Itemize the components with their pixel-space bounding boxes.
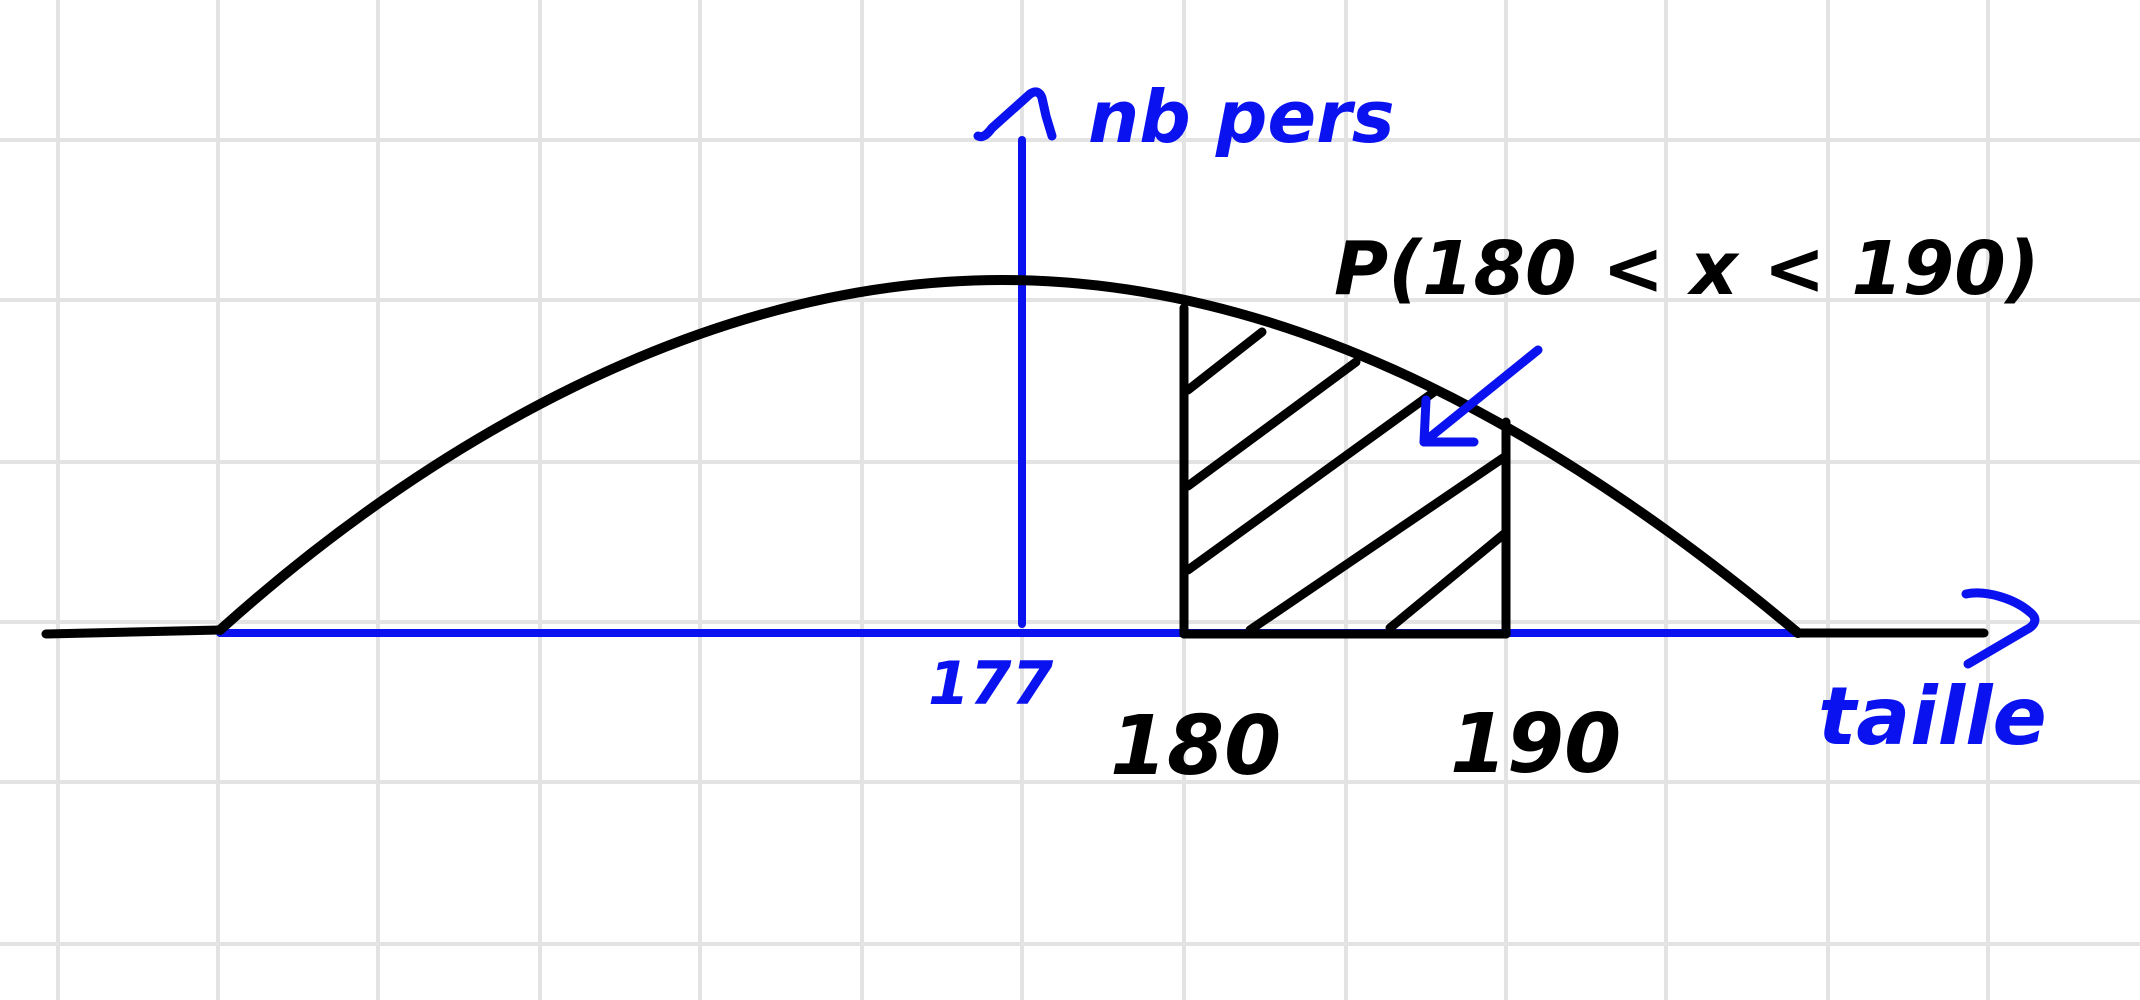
mean-label: 177 bbox=[928, 649, 1053, 719]
y-axis-arrow-icon bbox=[973, 87, 1057, 142]
pointer-arrow-icon bbox=[1419, 345, 1543, 447]
upper-bound-label: 190 bbox=[1450, 697, 1621, 792]
baseline-left bbox=[41, 625, 225, 639]
x-axis-arrow-icon bbox=[1961, 588, 2040, 669]
x-axis-label: taille bbox=[1818, 670, 2047, 763]
shaded-region bbox=[1179, 303, 1511, 639]
probability-label: P(180 < x < 190) bbox=[1334, 226, 2040, 312]
y-axis-label: nb pers bbox=[1088, 75, 1395, 159]
bell-curve bbox=[215, 274, 1803, 638]
lower-bound-label: 180 bbox=[1110, 699, 1281, 794]
